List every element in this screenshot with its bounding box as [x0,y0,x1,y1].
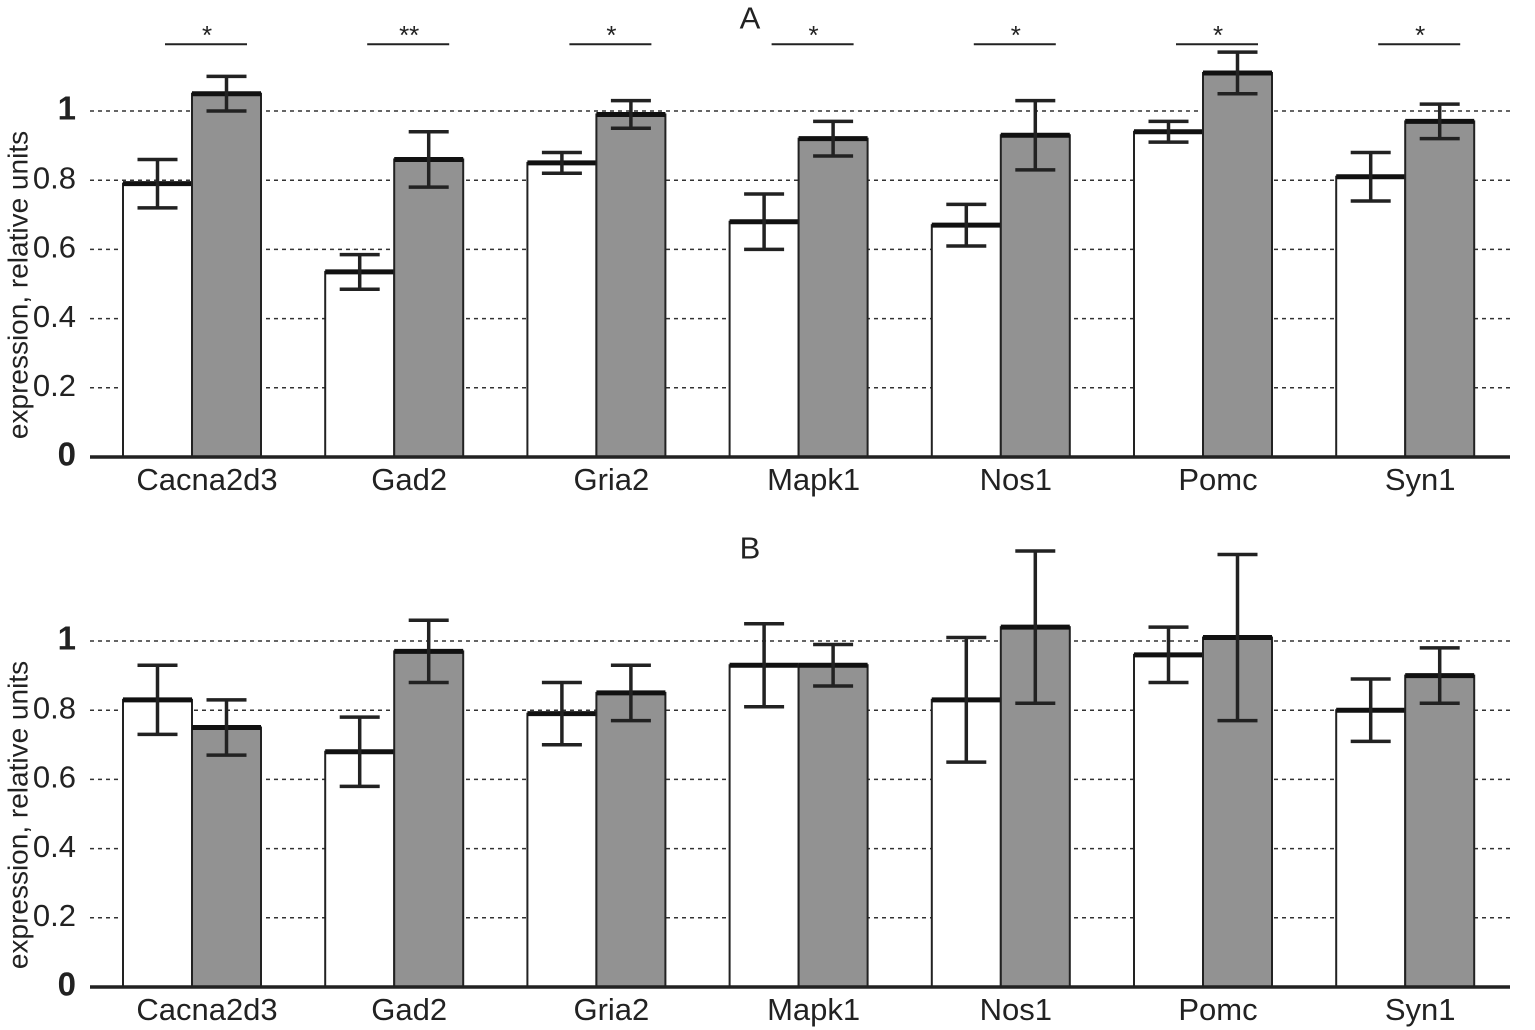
error-bar [339,252,380,291]
significance-label: * [809,20,819,50]
x-tick-label: Nos1 [980,992,1052,1027]
bar [797,664,869,988]
bar [595,113,667,459]
x-tick-label: Gad2 [371,992,447,1027]
y-axis-label: expression, relative units [2,131,33,439]
y-tick-label: 1 [58,620,76,657]
panel-title: B [740,530,761,565]
x-tick-label: Gria2 [573,992,649,1027]
bar [1133,130,1204,458]
significance-label: * [606,20,616,50]
y-tick-label: 0.4 [33,299,76,334]
y-axis-label: expression, relative units [2,661,33,969]
error-bar [610,663,651,723]
bar [728,664,800,988]
error-bar [137,663,178,737]
significance-label: * [1213,20,1223,50]
bar [1404,120,1476,458]
significance-label: * [1415,20,1425,50]
y-tick-label: 0.8 [33,160,76,195]
panel-title: A [740,0,761,35]
error-bar [610,98,651,131]
error-bar [744,621,785,709]
error-bar [1015,549,1056,706]
bar [324,270,396,459]
error-bar [1350,677,1391,744]
error-bar [813,119,854,158]
significance-label: * [1011,20,1021,50]
x-tick-label: Pomc [1178,992,1257,1027]
x-tick-label: Gria2 [573,462,649,497]
significance-label: * [202,20,212,50]
x-tick-label: Pomc [1178,462,1257,497]
y-tick-label: 0 [58,966,76,1003]
bar [1404,674,1476,988]
error-bar [946,635,987,764]
bar [797,137,869,458]
error-bar [541,150,582,176]
error-bar [1419,102,1460,141]
y-tick-label: 0.8 [33,690,76,725]
error-bar [206,74,247,113]
bar [595,691,667,989]
bar [122,698,193,988]
error-bar [206,698,247,757]
bar [999,134,1071,458]
error-bar [813,642,854,688]
bar [191,92,262,458]
y-tick-label: 0.2 [33,368,76,403]
x-tick-label: Mapk1 [767,992,860,1027]
error-bar [1148,119,1189,144]
y-tick-label: 0 [58,436,76,473]
error-bar [408,618,449,685]
y-tick-label: 0.2 [33,898,76,933]
error-bar [1217,50,1258,96]
significance-label: ** [399,20,419,50]
error-bar [541,680,582,747]
error-bar [339,715,380,789]
x-tick-label: Cacna2d3 [136,462,277,497]
error-bar [1419,646,1460,706]
x-tick-label: Mapk1 [767,462,860,497]
bar [393,650,465,988]
x-tick-label: Cacna2d3 [136,992,277,1027]
bar [526,712,598,988]
bar [930,224,1002,458]
error-bar [946,202,987,248]
error-bar [1015,98,1056,172]
y-tick-label: 0.6 [33,760,76,795]
bar [1133,653,1204,989]
y-tick-label: 0.6 [33,230,76,265]
x-tick-label: Gad2 [371,462,447,497]
x-tick-label: Nos1 [980,462,1052,497]
error-bar [744,192,785,252]
bar [393,158,465,458]
bar [1202,71,1273,458]
bar [122,182,193,458]
error-bar [1148,625,1189,685]
error-bar [1217,552,1258,723]
y-tick-label: 0.4 [33,829,76,864]
bar [1335,175,1407,459]
x-tick-label: Syn1 [1385,462,1456,497]
bar [324,750,396,988]
bar [191,726,262,988]
error-bar [137,157,178,210]
error-bar [408,130,449,189]
x-tick-label: Syn1 [1385,992,1456,1027]
y-tick-label: 1 [58,90,76,127]
bar [1335,709,1407,988]
bar [728,220,800,458]
bar [526,161,598,458]
error-bar [1350,150,1391,203]
